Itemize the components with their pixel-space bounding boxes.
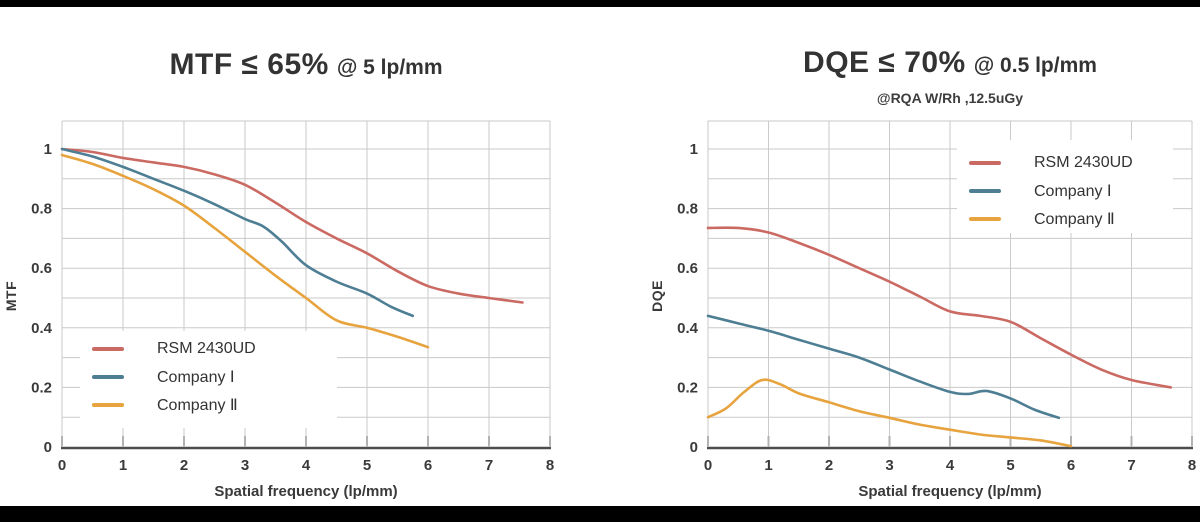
dqe-y-tick-label: 1 bbox=[690, 141, 698, 158]
legend-swatch-company2-line bbox=[969, 217, 1001, 221]
mtf-y-tick-label: 0.4 bbox=[31, 320, 53, 337]
dqe-x-tick-label: 4 bbox=[946, 457, 955, 474]
mtf-y-axis-title: MTF bbox=[3, 281, 19, 311]
legend-swatch-company1-line bbox=[92, 375, 124, 379]
mtf-chart-title: MTF ≤ 65% @ 5 lp/mm bbox=[62, 48, 550, 82]
dqe-x-tick-label: 5 bbox=[1006, 457, 1014, 474]
dqe-title-main: DQE ≤ 70% bbox=[803, 46, 966, 79]
mtf-x-tick-label: 4 bbox=[302, 457, 311, 474]
dqe-x-tick-label: 7 bbox=[1127, 457, 1135, 474]
mtf-title-main: MTF ≤ 65% bbox=[169, 48, 329, 81]
dqe-y-tick-label: 0.8 bbox=[677, 201, 698, 218]
legend-label-company2: Company Ⅱ bbox=[157, 397, 238, 414]
legend-item-rsm: RSM 2430UD bbox=[80, 335, 337, 363]
top-border-bar bbox=[0, 0, 1200, 7]
dqe-legend: RSM 2430UD Company Ⅰ Company Ⅱ bbox=[957, 140, 1173, 233]
dqe-chart-title: DQE ≤ 70% @ 0.5 lp/mm bbox=[708, 46, 1192, 80]
mtf-x-tick-label: 6 bbox=[424, 457, 432, 474]
legend-swatch-company1-line bbox=[969, 189, 1001, 193]
mtf-y-tick-label: 1 bbox=[44, 141, 52, 158]
legend-swatch-rsm-line bbox=[92, 347, 124, 351]
mtf-x-tick-label: 7 bbox=[485, 457, 493, 474]
mtf-series-0-line bbox=[60, 147, 524, 304]
dqe-chart-subtitle: @RQA W/Rh ,12.5uGy bbox=[876, 90, 1024, 106]
legend-label-company1: Company Ⅰ bbox=[157, 369, 235, 386]
mtf-x-tick-label: 2 bbox=[180, 457, 188, 474]
legend-label-company1: Company Ⅰ bbox=[1034, 183, 1112, 200]
legend-swatch-rsm-line bbox=[969, 161, 1001, 165]
legend-item-company1: Company Ⅰ bbox=[80, 363, 337, 391]
mtf-x-tick-label: 1 bbox=[119, 457, 127, 474]
legend-item-company2: Company Ⅱ bbox=[957, 205, 1173, 233]
legend-label-rsm: RSM 2430UD bbox=[1034, 154, 1133, 171]
legend-label-company2: Company Ⅱ bbox=[1034, 211, 1115, 228]
legend-item-company1: Company Ⅰ bbox=[957, 177, 1173, 205]
dqe-x-tick-label: 0 bbox=[704, 457, 712, 474]
legend-item-rsm: RSM 2430UD bbox=[957, 149, 1173, 177]
legend-item-company2: Company Ⅱ bbox=[80, 391, 337, 419]
mtf-series-2-line bbox=[60, 153, 430, 349]
dqe-y-tick-label: 0 bbox=[690, 439, 698, 456]
mtf-series-1-line bbox=[60, 147, 415, 318]
dqe-x-tick-label: 2 bbox=[825, 457, 833, 474]
legend-swatch-company2-line bbox=[92, 403, 124, 407]
mtf-y-tick-label: 0.6 bbox=[31, 260, 52, 277]
mtf-legend: RSM 2430UD Company Ⅰ Company Ⅱ bbox=[80, 331, 337, 428]
mtf-y-tick-label: 0.8 bbox=[31, 201, 52, 218]
legend-label-rsm: RSM 2430UD bbox=[157, 340, 256, 357]
dqe-title-suffix: @ 0.5 lp/mm bbox=[973, 54, 1097, 77]
mtf-x-tick-label: 0 bbox=[58, 457, 66, 474]
dqe-y-tick-label: 0.6 bbox=[677, 260, 698, 277]
mtf-title-suffix: @ 5 lp/mm bbox=[336, 56, 443, 79]
dqe-series-0-line bbox=[706, 226, 1173, 389]
dqe-x-tick-label: 3 bbox=[885, 457, 893, 474]
dqe-series-2-line bbox=[706, 378, 1073, 448]
dqe-y-tick-label: 0.4 bbox=[677, 320, 699, 337]
dqe-y-tick-label: 0.2 bbox=[677, 379, 698, 396]
dqe-x-tick-label: 8 bbox=[1188, 457, 1196, 474]
dqe-x-tick-label: 1 bbox=[764, 457, 772, 474]
mtf-x-tick-label: 3 bbox=[241, 457, 249, 474]
mtf-y-tick-label: 0 bbox=[44, 439, 52, 456]
dqe-y-axis-title: DQE bbox=[649, 280, 665, 312]
dqe-x-tick-label: 6 bbox=[1067, 457, 1075, 474]
mtf-x-axis-title: Spatial frequency (lp/mm) bbox=[214, 483, 397, 500]
dqe-series-1-line bbox=[706, 314, 1061, 420]
dqe-x-axis-title: Spatial frequency (lp/mm) bbox=[858, 483, 1041, 500]
mtf-x-tick-label: 5 bbox=[363, 457, 371, 474]
mtf-x-tick-label: 8 bbox=[546, 457, 554, 474]
bottom-border-bar bbox=[0, 506, 1200, 522]
mtf-y-tick-label: 0.2 bbox=[31, 379, 52, 396]
